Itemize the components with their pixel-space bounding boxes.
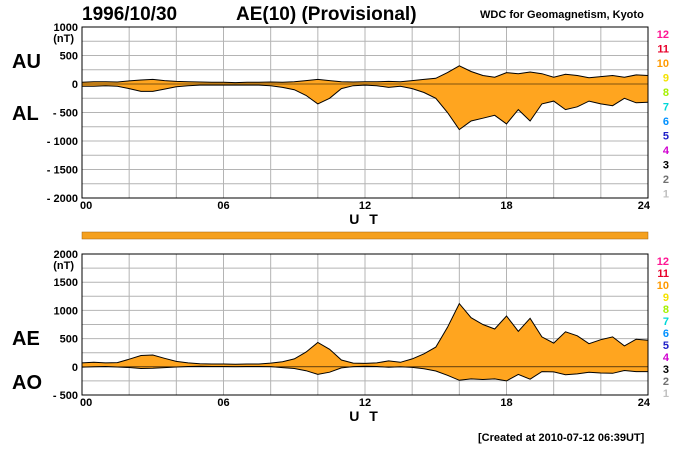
x-tick-label: 00 <box>80 397 92 409</box>
station-count-label: 12 <box>657 29 669 41</box>
station-count-label: 10 <box>657 280 669 292</box>
x-axis-label: U T <box>349 211 381 227</box>
y-tick-label: 0 <box>72 79 78 91</box>
source-label: WDC for Geomagnetism, Kyoto <box>480 9 644 21</box>
x-tick-label: 24 <box>638 200 651 212</box>
separator-bar <box>81 231 649 240</box>
y-tick-label: 500 <box>60 334 78 346</box>
station-count-label: 3 <box>663 160 669 172</box>
plot-frame <box>81 26 649 199</box>
series-line-al <box>82 84 649 131</box>
station-count-label: 6 <box>663 328 669 340</box>
au-label: AU <box>12 51 41 73</box>
station-count-label: 12 <box>657 256 669 268</box>
station-count-label: 8 <box>663 304 669 316</box>
y-tick-label: 1000 <box>54 22 78 34</box>
unit-label: (nT) <box>53 33 74 45</box>
station-count-label: 9 <box>663 73 669 85</box>
x-tick-label: 24 <box>638 397 651 409</box>
station-count-label: 1 <box>663 189 669 201</box>
station-count-label: 7 <box>663 316 669 328</box>
station-count-label: 6 <box>663 116 669 128</box>
station-count-label: 3 <box>663 364 669 376</box>
plot-frame <box>81 253 649 396</box>
date-label: 1996/10/30 <box>82 4 178 25</box>
area-fill <box>82 65 648 130</box>
y-tick-label: - 1000 <box>47 136 78 148</box>
y-tick-label: 1000 <box>54 305 78 317</box>
x-tick-label: 12 <box>359 200 371 212</box>
y-tick-label: 0 <box>72 362 78 374</box>
station-count-label: 2 <box>663 376 669 388</box>
station-count-label: 4 <box>663 352 670 364</box>
y-tick-label: - 2000 <box>47 193 78 205</box>
unit-label: (nT) <box>53 260 74 272</box>
panel-top: 1000 500 0 - 500 - 1000 - 1500 - 2000 (nT) 00 06 1… <box>47 22 670 227</box>
x-tick-label: 06 <box>217 397 229 409</box>
station-count-label: 7 <box>663 102 669 114</box>
x-tick-label: 18 <box>500 397 512 409</box>
station-count-label: 8 <box>663 87 669 99</box>
chart-title: AE(10) (Provisional) <box>236 4 417 25</box>
series-line-ae <box>81 302 649 365</box>
x-tick-label: 12 <box>359 397 371 409</box>
station-count-label: 2 <box>663 174 669 186</box>
y-tick-label: - 500 <box>53 390 78 402</box>
created-timestamp: [Created at 2010-07-12 06:39UT] <box>478 432 645 444</box>
station-count-label: 10 <box>657 58 669 70</box>
station-count-label: 11 <box>657 268 669 280</box>
station-count-label: 5 <box>663 340 669 352</box>
station-count-label: 11 <box>657 44 669 56</box>
x-tick-label: 00 <box>80 200 92 212</box>
x-tick-label: 06 <box>217 200 229 212</box>
x-axis-label: U T <box>349 408 381 424</box>
series-line-au <box>81 65 649 84</box>
y-tick-label: 500 <box>60 51 78 63</box>
y-tick-label: - 500 <box>53 108 78 120</box>
station-count-label: 4 <box>663 145 670 157</box>
area-fill <box>82 303 648 381</box>
x-tick-label: 18 <box>500 200 512 212</box>
station-count-label: 5 <box>663 131 669 143</box>
al-label: AL <box>12 103 39 125</box>
y-tick-label: 2000 <box>54 249 78 261</box>
station-count-label: 1 <box>663 388 669 400</box>
station-count-label: 9 <box>663 292 669 304</box>
y-tick-label: 1500 <box>54 277 78 289</box>
ae-label: AE <box>12 328 40 350</box>
y-tick-label: - 1500 <box>47 165 78 177</box>
ao-label: AO <box>12 372 42 394</box>
